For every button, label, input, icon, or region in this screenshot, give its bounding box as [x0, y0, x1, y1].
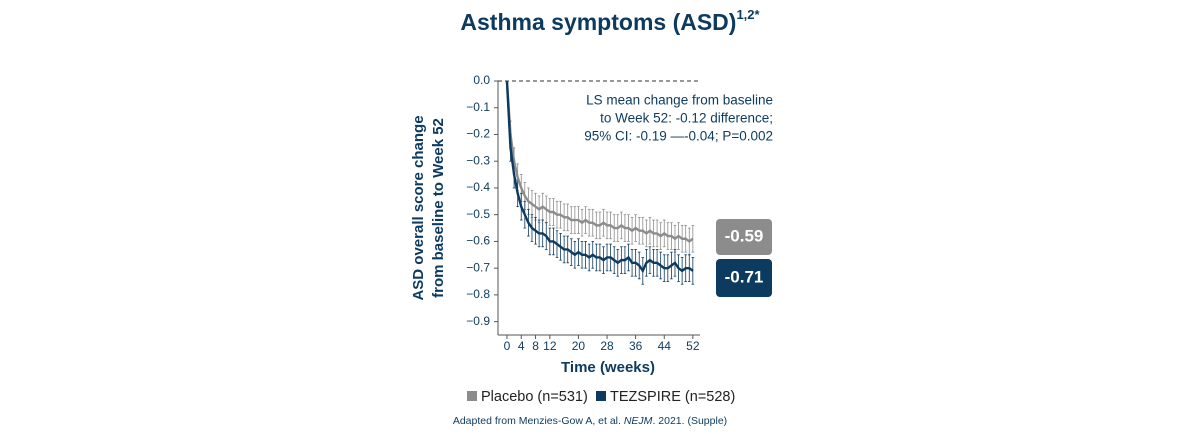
x-tick-label: 8 [532, 339, 539, 353]
x-tick-label: 28 [600, 339, 614, 353]
x-tick-label: 44 [658, 339, 672, 353]
series-line [505, 80, 694, 243]
chart-title: Asthma symptoms (ASD)1,2* [460, 7, 760, 35]
end-label: -0.71 [725, 267, 764, 286]
y-label-line: from baseline to Week 52 [430, 118, 447, 298]
annotation: 95% CI: -0.19 —-0.04; P=0.002 [584, 129, 773, 144]
y-tick-label: −0.3 [466, 153, 490, 167]
y-tick-label: −0.1 [466, 100, 490, 114]
title-main: Asthma symptoms (ASD) [460, 9, 736, 35]
footnote: Adapted from Menzies-Gow A, et al. NEJM.… [453, 415, 727, 427]
title-superscript: 1,2* [736, 7, 760, 22]
y-tick-label: 0.0 [473, 73, 490, 87]
x-tick-label: 4 [518, 339, 525, 353]
y-label: ASD overall score change from baseline t… [410, 115, 447, 300]
legend-label: TEZSPIRE (n=528) [610, 389, 735, 405]
x-tick-label: 12 [543, 339, 557, 353]
x-tick-label: 0 [504, 339, 511, 353]
x-tick-label: 52 [686, 339, 700, 353]
annotation: LS mean change from baseline [586, 93, 773, 108]
footnote-part: NEJM [624, 415, 653, 427]
y-tick-label: −0.6 [466, 234, 490, 248]
y-label-line: ASD overall score change [410, 115, 427, 300]
x-tick-label: 36 [629, 339, 643, 353]
y-tick-label: −0.8 [466, 287, 490, 301]
y-tick-label: −0.2 [466, 127, 490, 141]
series-line [505, 80, 694, 274]
footnote-part: . 2021. (Supple) [652, 415, 727, 427]
end-label: -0.59 [725, 226, 764, 245]
x-label: Time (weeks) [561, 359, 655, 376]
y-tick-label: −0.4 [466, 180, 490, 194]
y-tick-label: −0.5 [466, 207, 490, 221]
footnote-part: Adapted from Menzies-Gow A, et al. [453, 415, 624, 427]
legend-swatch [596, 391, 606, 401]
error-bar [691, 257, 695, 285]
legend-swatch [467, 391, 477, 401]
end-label-box [716, 259, 772, 297]
x-tick-label: 20 [572, 339, 586, 353]
annotation: to Week 52: -0.12 difference; [600, 111, 773, 126]
end-label-box [716, 219, 772, 255]
y-tick-label: −0.7 [466, 260, 490, 274]
legend-label: Placebo (n=531) [481, 389, 588, 405]
y-tick-label: −0.9 [466, 314, 490, 328]
